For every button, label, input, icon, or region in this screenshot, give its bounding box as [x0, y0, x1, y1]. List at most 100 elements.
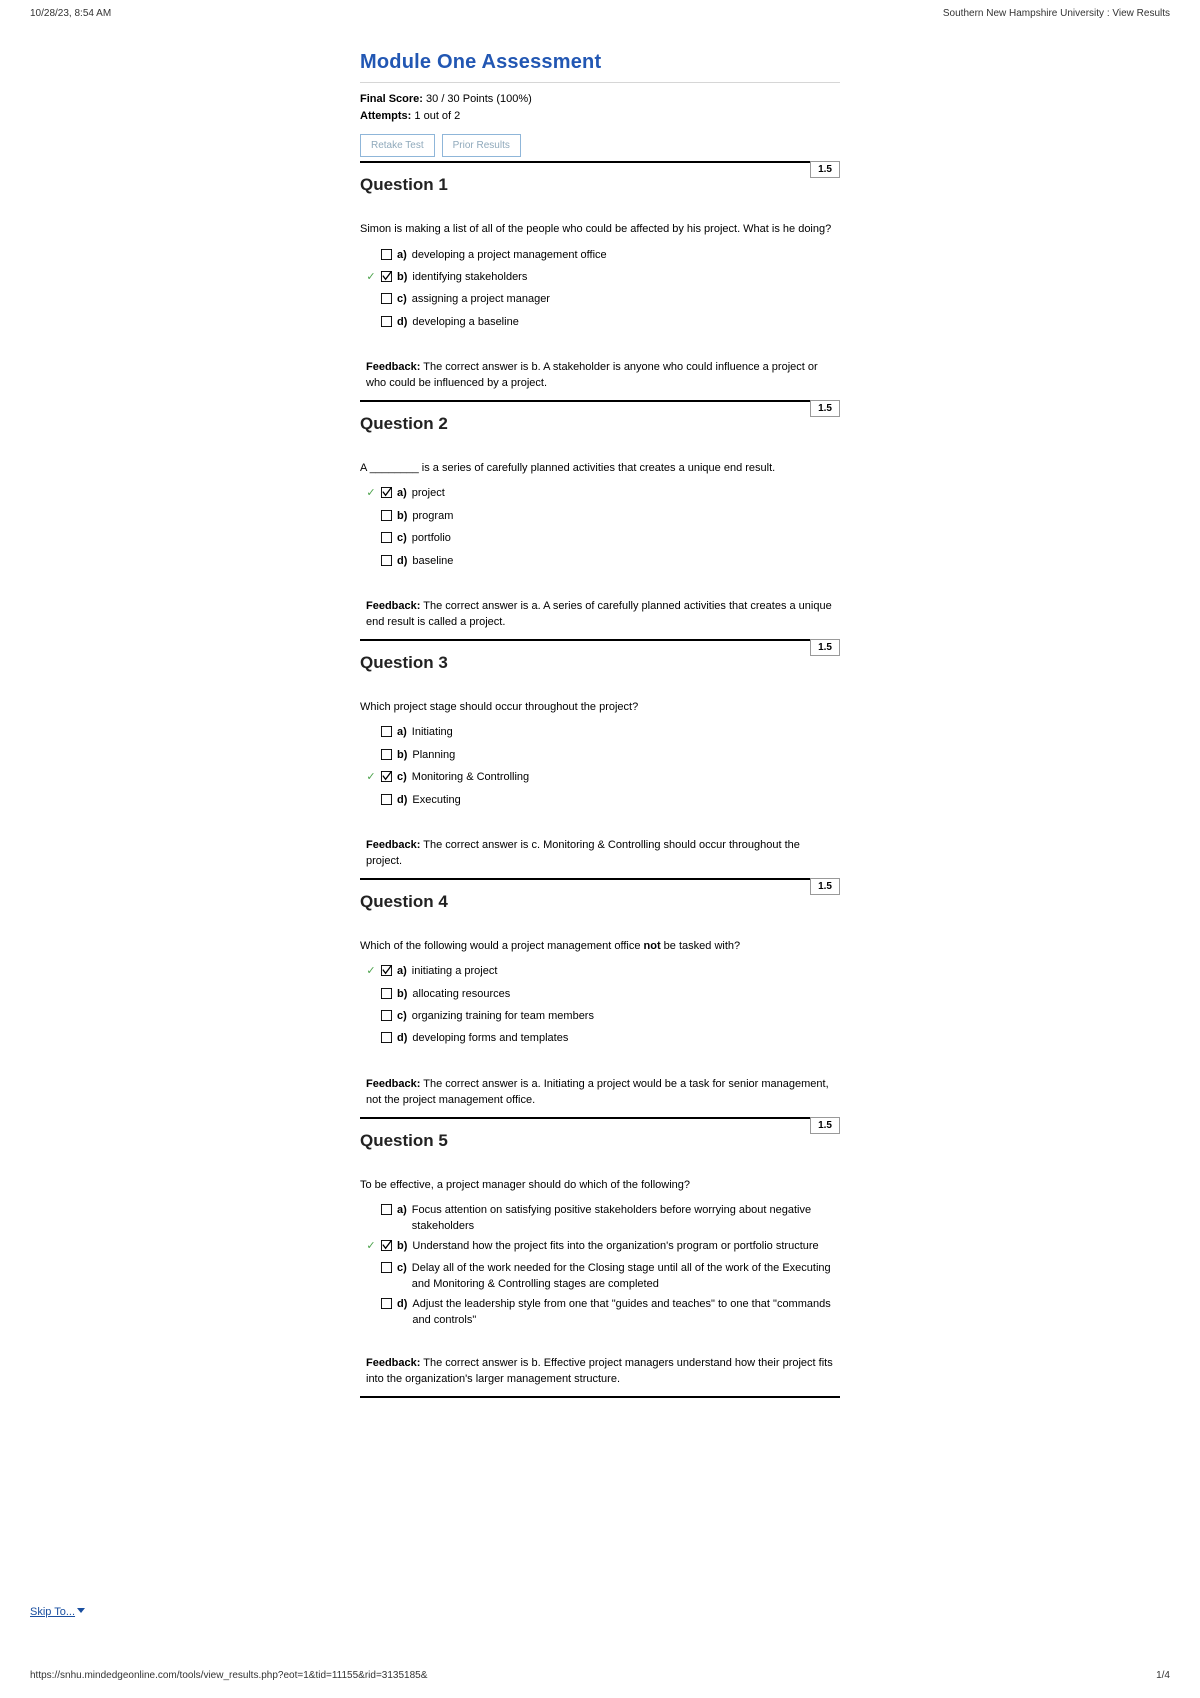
option-text: developing a baseline — [412, 315, 840, 330]
option-item: ✓a)initiating a project — [366, 964, 840, 981]
footer-url: https://snhu.mindedgeonline.com/tools/vi… — [30, 1670, 427, 1681]
question-title: Question 1 — [360, 175, 840, 195]
option-item: c) portfolio — [366, 531, 840, 548]
option-item: d) Adjust the leadership style from one t… — [366, 1297, 840, 1328]
question-title: Question 3 — [360, 653, 840, 673]
question-prompt: Which of the following would a project m… — [360, 938, 840, 955]
option-letter: d) — [397, 1031, 407, 1046]
question-title: Question 5 — [360, 1131, 840, 1151]
correct-check-icon: ✓ — [366, 486, 376, 501]
skip-to-link[interactable]: Skip To... — [30, 1606, 85, 1618]
option-letter: b) — [397, 748, 407, 763]
option-text: organizing training for team members — [412, 1009, 840, 1024]
checkbox-icon — [381, 554, 392, 571]
option-text: portfolio — [412, 531, 840, 546]
title-divider — [360, 82, 840, 83]
option-list: ✓a)initiating a project b) allocating reso… — [366, 964, 840, 1049]
option-list: a)Focus attention on satisfying positive… — [366, 1203, 840, 1328]
final-score-value: 30 / 30 Points (100%) — [426, 93, 532, 105]
feedback: Feedback: The correct answer is c. Monit… — [360, 838, 840, 870]
option-text: Understand how the project fits into the… — [412, 1239, 840, 1254]
checkbox-icon — [381, 1297, 392, 1314]
question-block: 1.5Question 4 Which of the following woul… — [360, 878, 840, 1109]
option-text: allocating resources — [412, 987, 840, 1002]
option-item: d) baseline — [366, 554, 840, 571]
points-badge: 1.5 — [810, 1117, 840, 1134]
score-block: Final Score: 30 / 30 Points (100%) Attem… — [360, 91, 840, 124]
checkbox-icon — [381, 1261, 392, 1278]
checkbox-icon — [381, 315, 392, 332]
correct-check-icon: ✓ — [366, 770, 376, 785]
prior-results-button[interactable]: Prior Results — [442, 134, 521, 157]
site-title: Southern New Hampshire University : View… — [943, 8, 1170, 19]
option-letter: d) — [397, 1297, 407, 1312]
question-title: Question 4 — [360, 892, 840, 912]
question-header: 1.5Question 3 — [360, 641, 840, 683]
option-letter: b) — [397, 987, 407, 1002]
option-letter: a) — [397, 248, 407, 263]
option-item: ✓c)Monitoring & Controlling — [366, 770, 840, 787]
checkbox-icon — [381, 1203, 392, 1220]
print-header: 10/28/23, 8:54 AM Southern New Hampshire… — [0, 0, 1200, 27]
question-header: 1.5Question 4 — [360, 880, 840, 922]
checkbox-icon — [381, 248, 392, 265]
points-badge: 1.5 — [810, 400, 840, 417]
option-text: baseline — [412, 554, 840, 569]
feedback: Feedback: The correct answer is a. A ser… — [360, 599, 840, 631]
checkbox-icon — [381, 509, 392, 526]
option-text: developing forms and templates — [412, 1031, 840, 1046]
option-item: ✓a)project — [366, 486, 840, 503]
correct-check-icon: ✓ — [366, 964, 376, 979]
option-letter: a) — [397, 725, 407, 740]
question-block: 1.5Question 2 A ________ is a series of c… — [360, 400, 840, 631]
checkbox-icon — [381, 748, 392, 765]
checkbox-icon — [381, 270, 392, 287]
checkbox-icon — [381, 793, 392, 810]
checkbox-icon — [381, 725, 392, 742]
option-item: a) developing a project management office — [366, 248, 840, 265]
correct-check-icon: ✓ — [366, 1239, 376, 1254]
option-letter: c) — [397, 531, 407, 546]
option-text: Delay all of the work needed for the Clo… — [412, 1261, 840, 1292]
question-header: 1.5Question 2 — [360, 402, 840, 444]
question-prompt: To be effective, a project manager shoul… — [360, 1177, 840, 1194]
option-letter: d) — [397, 315, 407, 330]
question-block: 1.5Question 1 Simon is making a list of a… — [360, 161, 840, 392]
option-letter: d) — [397, 554, 407, 569]
option-item: d) developing forms and templates — [366, 1031, 840, 1048]
checkbox-icon — [381, 292, 392, 309]
option-letter: c) — [397, 292, 407, 307]
option-item: d) developing a baseline — [366, 315, 840, 332]
timestamp: 10/28/23, 8:54 AM — [30, 8, 111, 19]
option-item: c)assigning a project manager — [366, 292, 840, 309]
option-item: ✓b)identifying stakeholders — [366, 270, 840, 287]
feedback: Feedback: The correct answer is a. Initi… — [360, 1077, 840, 1109]
option-text: identifying stakeholders — [412, 270, 840, 285]
points-badge: 1.5 — [810, 161, 840, 178]
option-letter: b) — [397, 1239, 407, 1254]
option-letter: b) — [397, 509, 407, 524]
option-text: developing a project management office — [412, 248, 840, 263]
question-header: 1.5Question 5 — [360, 1119, 840, 1161]
option-item: ✓ b) Understand how the project fits into … — [366, 1239, 840, 1256]
option-text: Initiating — [412, 725, 840, 740]
question-prompt: Simon is making a list of all of the peo… — [360, 221, 840, 238]
option-item: b)program — [366, 509, 840, 526]
option-text: Focus attention on satisfying positive s… — [412, 1203, 840, 1234]
checkbox-icon — [381, 1239, 392, 1256]
question-block: 1.5Question 3Which project stage should … — [360, 639, 840, 870]
option-list: a) developing a project management office… — [366, 248, 840, 333]
option-list: a)Initiatingb)Planning✓c)Monitoring & Co… — [366, 725, 840, 810]
checkbox-icon — [381, 531, 392, 548]
checkbox-icon — [381, 1009, 392, 1026]
attempts-label: Attempts: — [360, 110, 411, 122]
option-text: Adjust the leadership style from one tha… — [412, 1297, 840, 1328]
option-text: Monitoring & Controlling — [412, 770, 840, 785]
question-divider-bottom — [360, 1396, 840, 1398]
option-item: a)Focus attention on satisfying positive… — [366, 1203, 840, 1234]
points-badge: 1.5 — [810, 639, 840, 656]
option-text: initiating a project — [412, 964, 840, 979]
option-letter: a) — [397, 486, 407, 501]
question-prompt: A ________ is a series of carefully plan… — [360, 460, 840, 477]
retake-test-button[interactable]: Retake Test — [360, 134, 435, 157]
